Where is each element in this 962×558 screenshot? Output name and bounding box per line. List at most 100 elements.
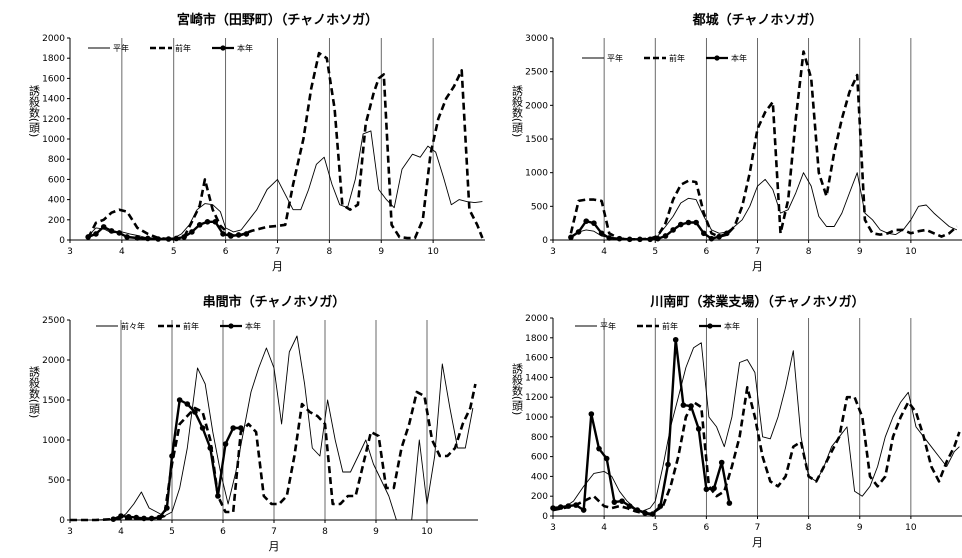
chart-title: 都城（チャノホソガ） bbox=[692, 12, 823, 28]
series-point bbox=[695, 426, 702, 432]
x-tick-label: 8 bbox=[327, 247, 333, 257]
x-tick-label: 7 bbox=[755, 247, 761, 257]
series-point bbox=[580, 507, 587, 513]
y-tick-label: 1200 bbox=[42, 115, 65, 125]
series-point bbox=[199, 425, 206, 431]
x-tick-label: 7 bbox=[755, 523, 761, 533]
series-point bbox=[724, 230, 730, 237]
y-axis-label: 誘殺数(頭) bbox=[28, 84, 41, 137]
series-point bbox=[655, 235, 661, 242]
y-tick-label: 2000 bbox=[525, 314, 548, 324]
series-point bbox=[189, 229, 195, 235]
legend-label: 本年 bbox=[731, 53, 747, 63]
x-axis-label: 月 bbox=[752, 536, 763, 549]
x-tick-label: 5 bbox=[652, 523, 658, 533]
series-point bbox=[207, 445, 214, 451]
chart-title: 宮崎市（田野町）（チャノホソガ） bbox=[177, 12, 378, 28]
series-point bbox=[596, 445, 602, 452]
series-point bbox=[176, 397, 183, 403]
chart-kawaminami: 川南町（茶業支場）（チャノホソガ） 0 200 400 600 800 1000 1200 14… bbox=[511, 294, 962, 549]
y-tick-label: 3000 bbox=[525, 34, 548, 44]
series-point bbox=[557, 504, 564, 510]
series-point bbox=[716, 233, 722, 240]
x-tick-label: 9 bbox=[857, 523, 863, 533]
x-tick-label: 3 bbox=[550, 247, 556, 257]
series-point bbox=[148, 515, 155, 522]
legend-label: 平年 bbox=[113, 43, 129, 53]
series-point bbox=[164, 505, 170, 511]
series-point bbox=[626, 503, 633, 509]
series-point bbox=[626, 236, 633, 243]
legend-marker bbox=[220, 45, 226, 51]
y-tick-label: 500 bbox=[531, 202, 548, 212]
series-point bbox=[125, 514, 132, 520]
series-point bbox=[642, 510, 648, 516]
series-point bbox=[192, 409, 198, 415]
y-tick-label: 0 bbox=[59, 516, 65, 526]
series-point bbox=[204, 219, 211, 225]
series-point bbox=[228, 233, 234, 239]
series-point bbox=[550, 505, 556, 511]
y-tick-label: 1000 bbox=[525, 169, 548, 179]
x-tick-label: 10 bbox=[905, 523, 917, 533]
series-line-0 bbox=[70, 335, 474, 521]
series-point bbox=[100, 224, 107, 230]
y-tick-label: 2000 bbox=[42, 34, 65, 44]
series-point bbox=[688, 403, 694, 409]
x-tick-label: 8 bbox=[322, 527, 328, 537]
x-tick-label: 3 bbox=[550, 523, 556, 533]
x-tick-label: 6 bbox=[704, 247, 710, 257]
x-tick-label: 5 bbox=[652, 247, 658, 257]
legend-label: 前々年 bbox=[121, 321, 145, 331]
y-tick-label: 1500 bbox=[42, 396, 65, 406]
series-point bbox=[85, 234, 91, 240]
series-point bbox=[591, 220, 597, 226]
y-tick-label: 1000 bbox=[525, 413, 548, 423]
y-tick-label: 200 bbox=[48, 216, 65, 226]
series-point bbox=[93, 231, 99, 237]
y-tick-label: 1800 bbox=[525, 334, 548, 344]
y-tick-label: 2000 bbox=[525, 101, 548, 111]
series-point bbox=[611, 499, 618, 505]
y-tick-label: 600 bbox=[531, 453, 548, 463]
series-point bbox=[693, 219, 699, 226]
series-point bbox=[598, 230, 605, 237]
series-point bbox=[212, 219, 219, 225]
y-tick-label: 400 bbox=[531, 472, 548, 482]
series-point bbox=[108, 228, 115, 234]
legend-label: 本年 bbox=[245, 321, 261, 331]
chart-miyazaki-tano: 宮崎市（田野町）（チャノホソガ） 0 200 400 600 800 1000 1200 140… bbox=[28, 12, 485, 273]
series-line-1 bbox=[87, 51, 484, 241]
x-tick-label: 10 bbox=[905, 247, 917, 257]
x-tick-label: 7 bbox=[271, 527, 277, 537]
x-tick-label: 4 bbox=[119, 247, 125, 257]
series-point bbox=[243, 231, 250, 237]
y-tick-label: 800 bbox=[48, 155, 65, 165]
y-tick-label: 0 bbox=[542, 236, 548, 246]
x-tick-label: 10 bbox=[427, 247, 439, 257]
series-point bbox=[678, 221, 684, 228]
series-point bbox=[124, 234, 130, 240]
series-point bbox=[616, 235, 623, 242]
legend-label: 前年 bbox=[183, 321, 199, 331]
series-point bbox=[703, 486, 710, 493]
y-tick-label: 2500 bbox=[42, 316, 65, 326]
y-tick-label: 400 bbox=[48, 196, 65, 206]
x-tick-label: 7 bbox=[275, 247, 281, 257]
series-line-1 bbox=[70, 383, 477, 522]
series-point bbox=[701, 230, 707, 237]
series-point bbox=[145, 235, 151, 242]
series-point bbox=[718, 459, 725, 466]
series-point bbox=[657, 503, 664, 509]
series-point bbox=[235, 232, 242, 238]
series-line-1 bbox=[569, 50, 958, 241]
y-tick-label: 2500 bbox=[525, 68, 548, 78]
y-tick-label: 1800 bbox=[42, 54, 65, 64]
y-tick-label: 1400 bbox=[42, 95, 65, 105]
legend-label: 本年 bbox=[237, 43, 253, 53]
series-point bbox=[181, 234, 187, 240]
x-tick-label: 4 bbox=[118, 527, 124, 537]
series-point bbox=[215, 493, 221, 499]
series-point bbox=[573, 502, 579, 508]
